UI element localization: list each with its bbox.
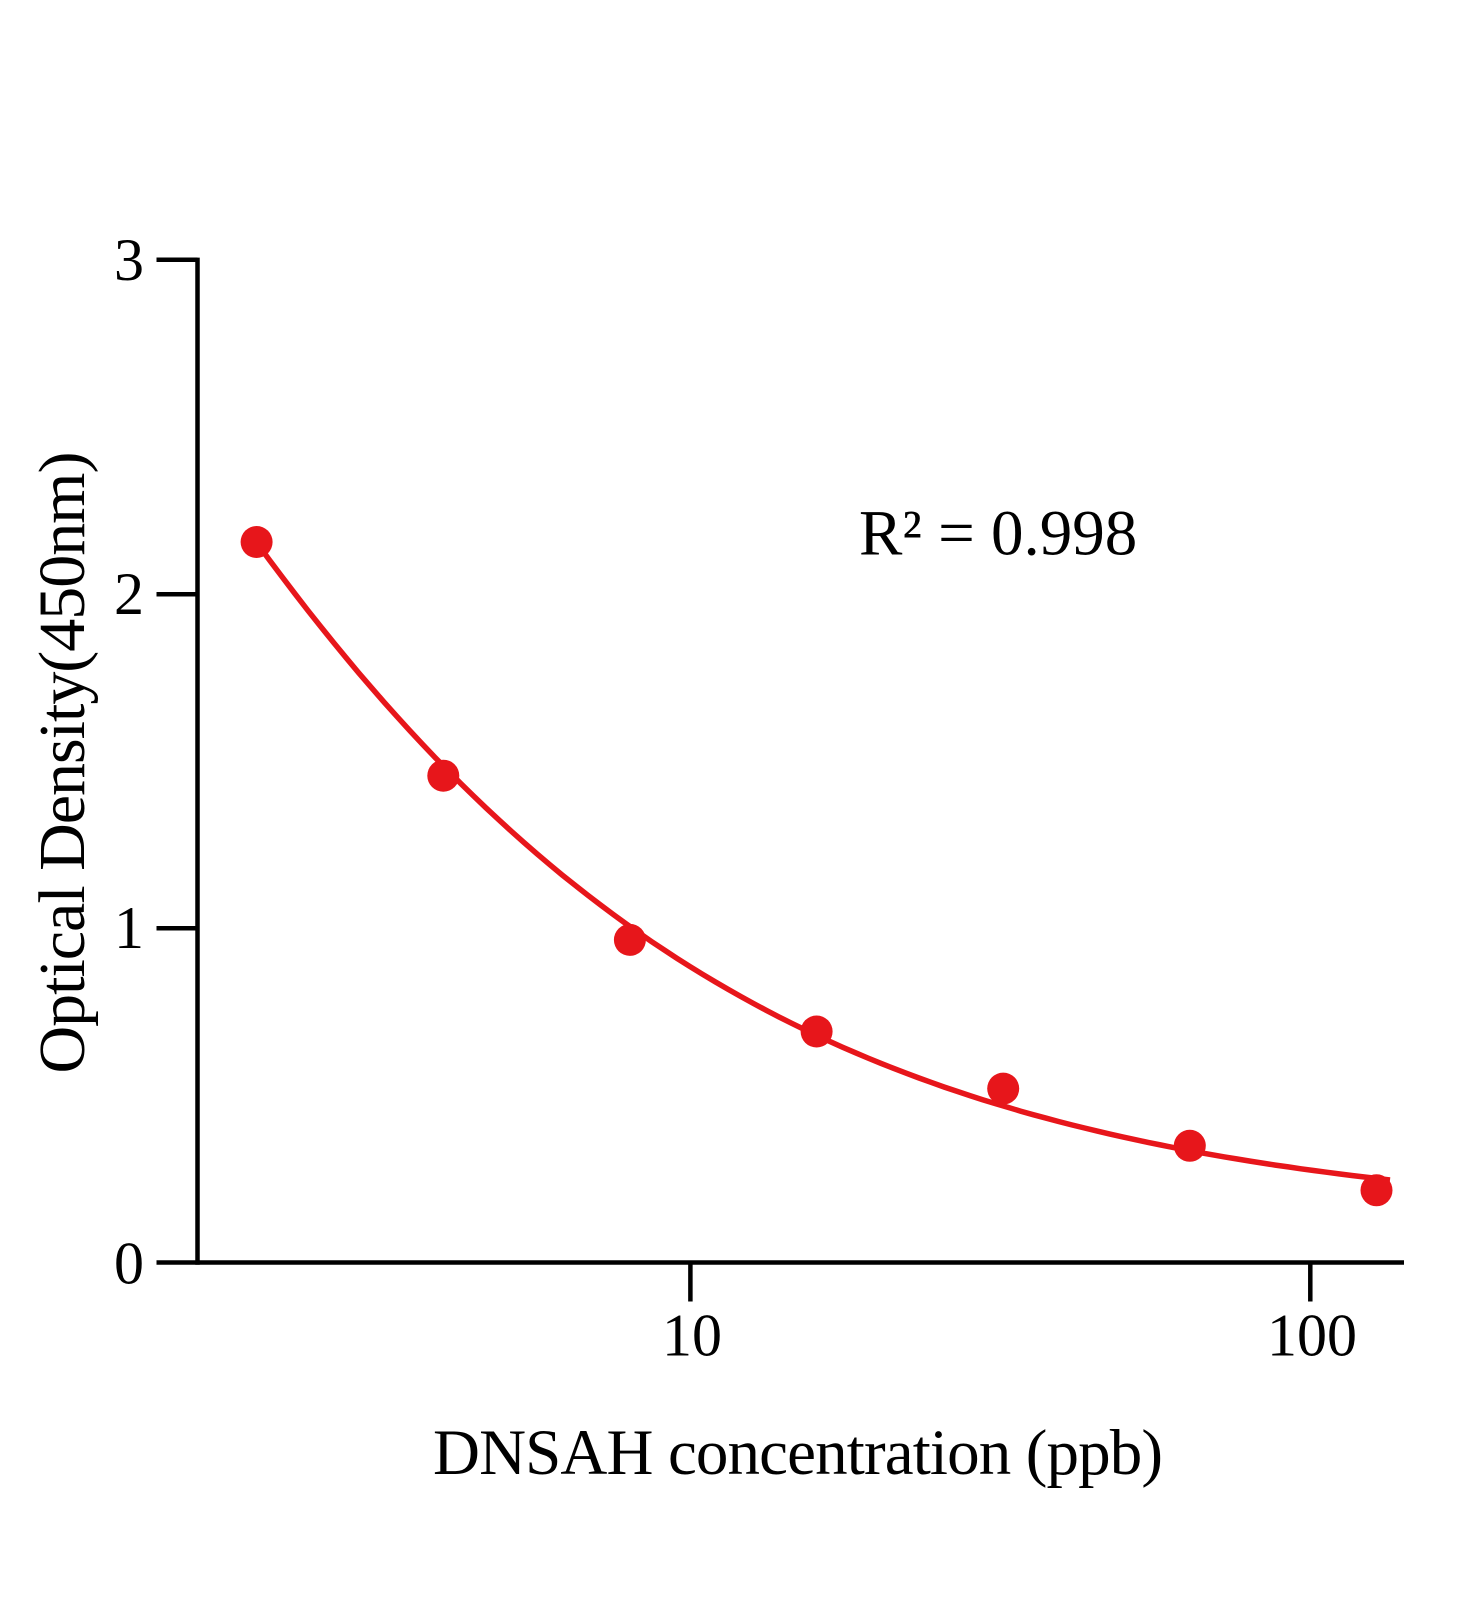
svg-text:3: 3 — [114, 227, 144, 293]
svg-text:Optical Density(450nm): Optical Density(450nm) — [26, 452, 99, 1074]
svg-text:DNSAH concentration (ppb): DNSAH concentration (ppb) — [433, 1417, 1163, 1489]
svg-text:100: 100 — [1267, 1303, 1357, 1369]
svg-text:0: 0 — [114, 1231, 144, 1297]
svg-text:R² = 0.998: R² = 0.998 — [859, 498, 1137, 570]
svg-text:2: 2 — [114, 561, 144, 627]
svg-text:1: 1 — [114, 895, 144, 961]
svg-text:10: 10 — [662, 1303, 722, 1369]
